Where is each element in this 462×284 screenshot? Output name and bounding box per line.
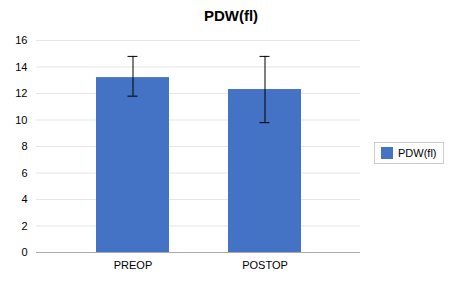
svg-text:8: 8 [21, 140, 27, 152]
svg-text:10: 10 [15, 114, 27, 126]
svg-text:2: 2 [21, 220, 27, 232]
svg-text:6: 6 [21, 167, 27, 179]
svg-text:14: 14 [15, 61, 27, 73]
svg-text:PREOP: PREOP [114, 259, 153, 271]
svg-text:0: 0 [21, 246, 27, 258]
svg-text:POSTOP: POSTOP [242, 259, 288, 271]
svg-text:4: 4 [21, 193, 27, 205]
html-text:PDW(fl): PDW(fl) [203, 7, 259, 24]
svg-text:16: 16 [15, 34, 27, 46]
html-text:PDW(fl): PDW(fl) [398, 147, 437, 159]
svg-text:12: 12 [15, 87, 27, 99]
